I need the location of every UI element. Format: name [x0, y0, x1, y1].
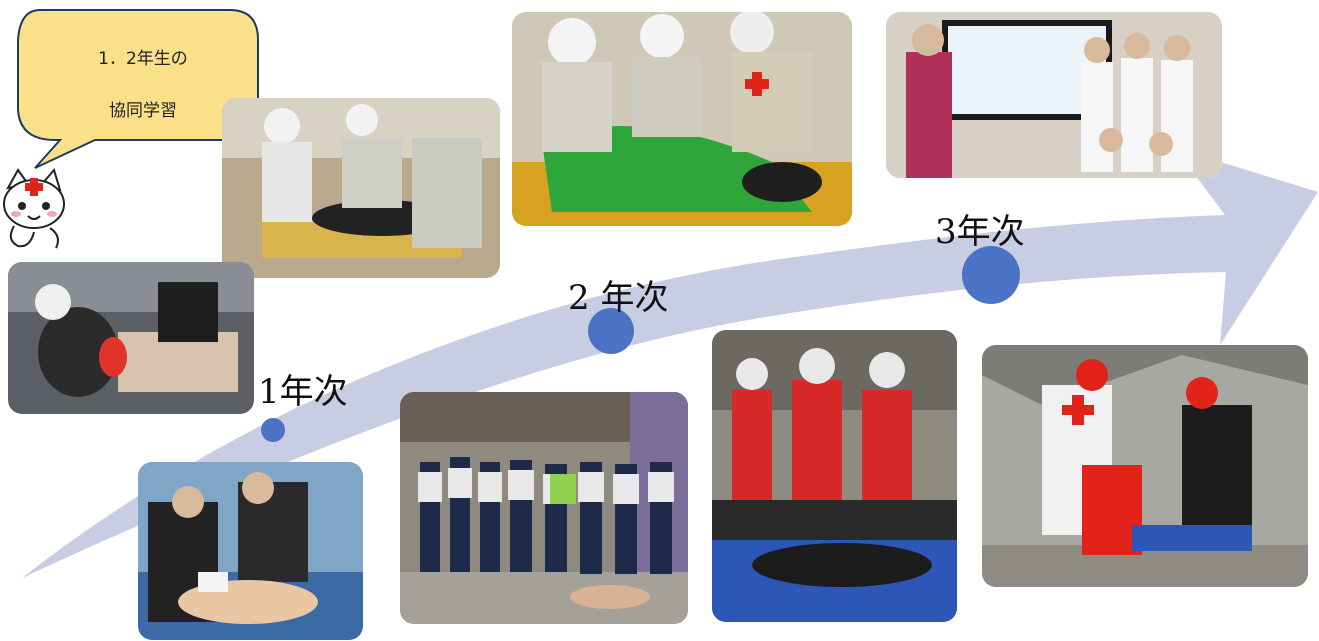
photo-redcross-team [712, 330, 957, 622]
bubble-line1: 1．2年生の [98, 49, 188, 69]
year2-label: 2 年次 [568, 278, 669, 318]
year3-label: 3年次 [935, 212, 1025, 252]
speech-bubble [17, 9, 259, 169]
photo-cpr-practice [138, 462, 363, 640]
timeline-dot-year2 [588, 308, 634, 354]
photo-students-lineup [400, 392, 688, 624]
timeline-dot-year1 [261, 418, 285, 442]
photo-tent-rescue [982, 345, 1308, 587]
bubble-line2: 協同学習 [109, 101, 177, 121]
photo-drip-stretcher [512, 12, 852, 226]
year1-label: 1年次 [258, 372, 348, 412]
photo-stretcher-training [222, 98, 500, 278]
photo-bandage-practice [8, 262, 254, 414]
photo-presentation [886, 12, 1222, 178]
timeline-dot-year3 [962, 246, 1020, 304]
cat-mascot-icon [3, 167, 65, 249]
